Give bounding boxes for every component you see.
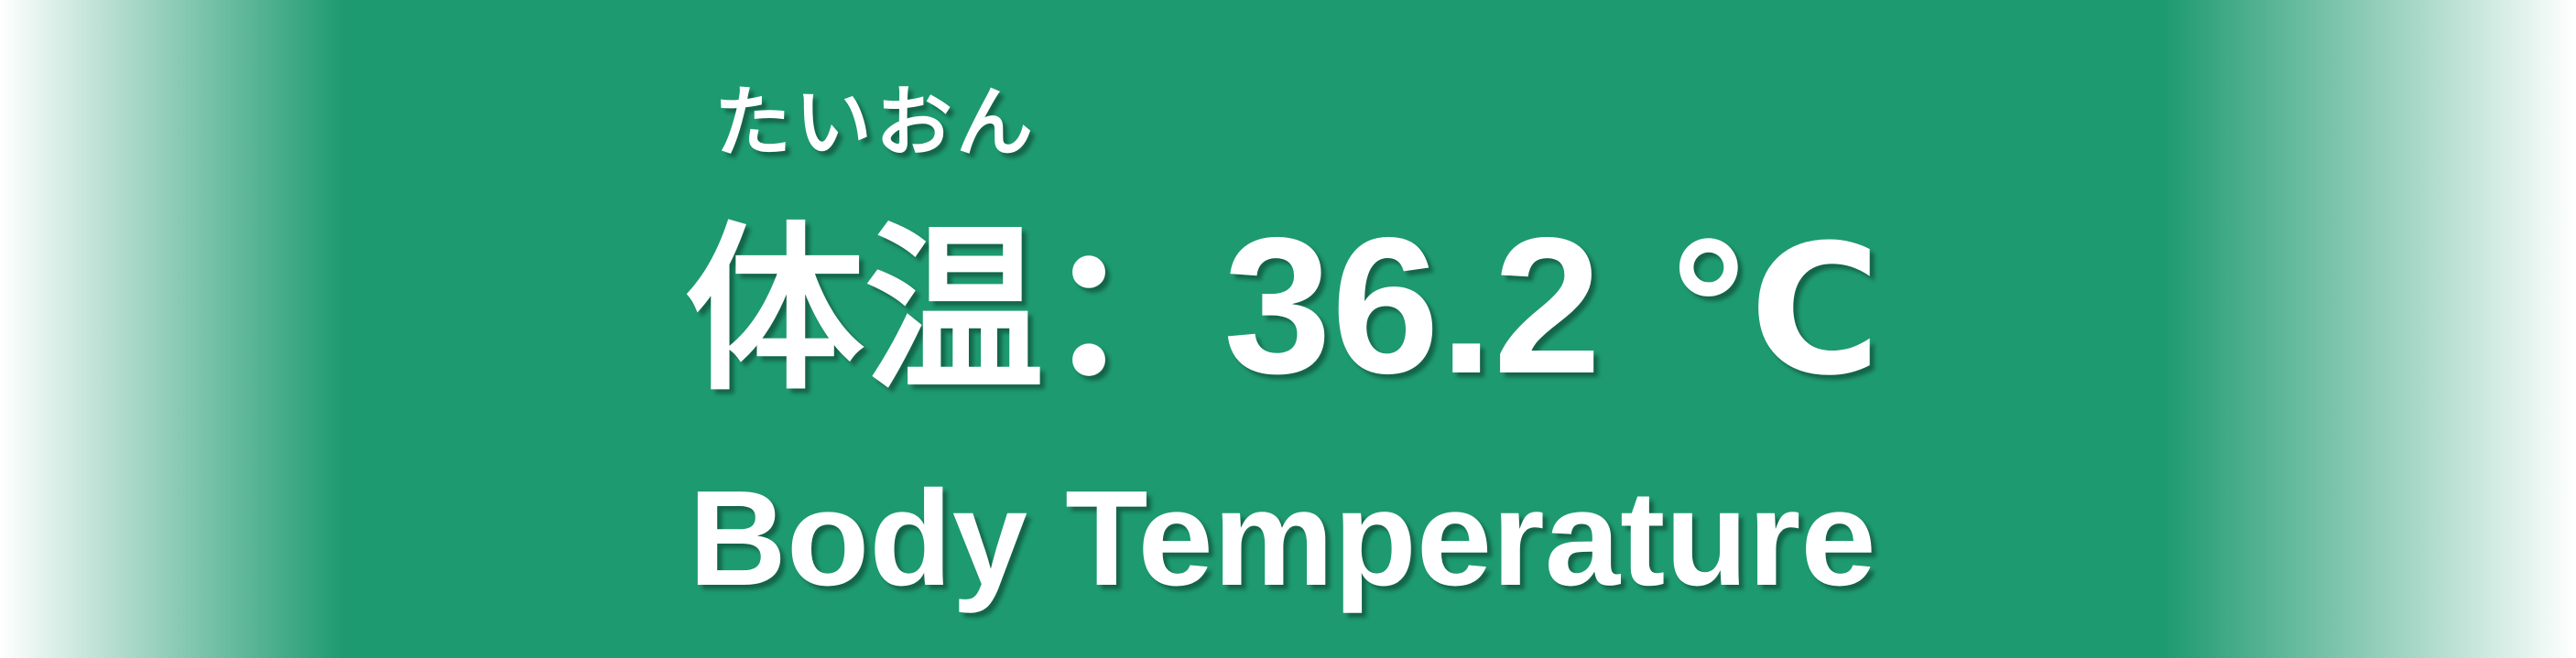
temperature-value: 36.2 bbox=[1223, 197, 1602, 414]
label-english: Body Temperature bbox=[689, 463, 1876, 614]
temperature-line: 体温：36.2 ℃ bbox=[685, 209, 1881, 403]
furigana-reading: たいおん bbox=[714, 78, 1038, 167]
label-japanese: 体温 bbox=[685, 207, 1045, 415]
temperature-unit: ℃ bbox=[1663, 207, 1882, 415]
separator: ： bbox=[1044, 207, 1224, 415]
